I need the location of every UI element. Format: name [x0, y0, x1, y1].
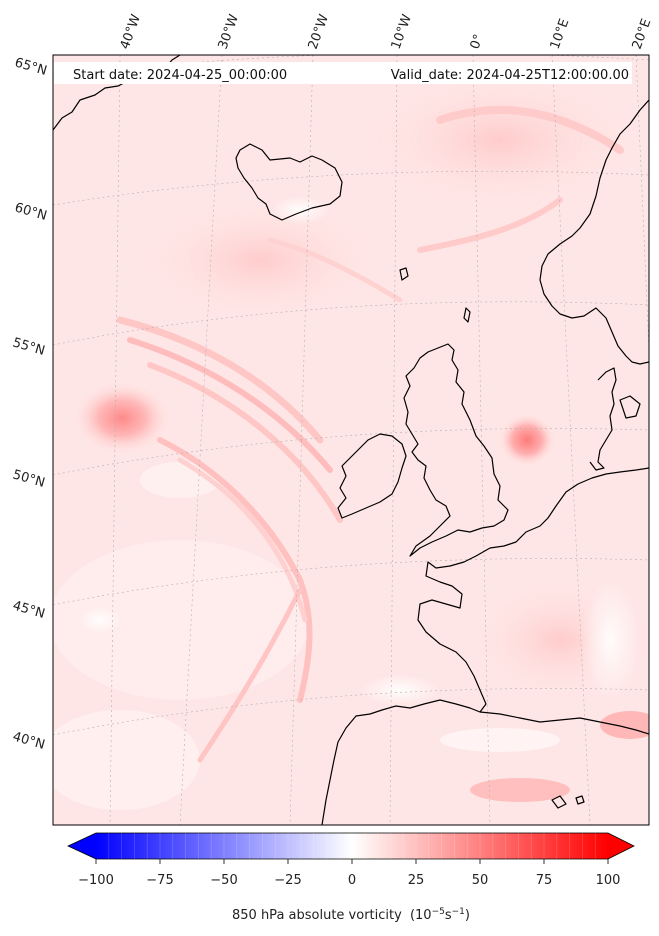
- colorbar-tick-label: 100: [596, 873, 621, 888]
- lon-label: 10°E: [548, 17, 573, 52]
- colorbar-tick-label: 25: [408, 873, 425, 888]
- lon-label: 20°W: [306, 12, 332, 51]
- vorticity-bands: [116, 106, 624, 763]
- header-strip: [54, 62, 632, 84]
- vorticity-texture: [53, 70, 649, 810]
- coast-iceland: [235, 143, 343, 221]
- colorbar-ticks: −100 −75 −50 −25 0 25 50 75 100: [78, 833, 620, 888]
- colorbar-label-exp2: −1: [452, 907, 465, 917]
- colorbar-label-exp1: −5: [432, 907, 445, 917]
- lon-label: 0°: [468, 32, 487, 51]
- coast-great-britain: [403, 343, 509, 557]
- vortex-north-sea-low: [499, 414, 555, 466]
- start-date-label: Start date: 2024-04-25_00:00:00: [73, 68, 287, 83]
- colorbar: −100 −75 −50 −25 0 25 50 75 100 850 hPa absolute…: [67, 832, 635, 923]
- lat-label: 45°N: [11, 598, 47, 621]
- coast-ireland: [337, 433, 407, 519]
- longitude-labels: 40°W 30°W 20°W 10°W 0° 10°E 20°E: [118, 12, 655, 51]
- coast-denmark: [589, 367, 617, 471]
- colorbar-min-extension: [68, 833, 96, 859]
- coast-shetland: [463, 307, 471, 323]
- colorbar-label-mid: s: [445, 908, 452, 923]
- colorbar-tick-label: 75: [536, 873, 553, 888]
- lat-label: 65°N: [13, 55, 49, 78]
- map-panel: [53, 55, 649, 825]
- map-frame: [52, 54, 650, 826]
- graticule: [53, 55, 649, 825]
- colorbar-gradient: [96, 833, 608, 859]
- colorbar-label-units: (10: [410, 908, 432, 923]
- colorbar-tick-label: −25: [274, 873, 301, 888]
- lon-label: 20°E: [630, 17, 655, 52]
- lat-label: 60°N: [13, 200, 49, 223]
- colorbar-tick-label: −75: [146, 873, 173, 888]
- coast-norway: [539, 99, 649, 365]
- colorbar-max-extension: [608, 833, 634, 859]
- colorbar-tick-label: 0: [348, 873, 356, 888]
- lon-label: 10°W: [389, 12, 415, 51]
- lat-label: 40°N: [11, 729, 47, 752]
- lat-label: 50°N: [11, 467, 47, 490]
- latitude-labels: 65°N 60°N 55°N 50°N 45°N 40°N: [11, 55, 49, 752]
- lon-label: 30°W: [216, 12, 242, 51]
- valid-date-label: Valid_date: 2024-04-25T12:00:00.00: [391, 68, 629, 83]
- coast-faroes: [399, 267, 409, 281]
- coast-continent: [321, 467, 649, 825]
- colorbar-tick-label: −50: [210, 873, 237, 888]
- colorbar-label-close: ): [465, 908, 470, 923]
- lon-label: 40°W: [118, 12, 144, 51]
- colorbar-label-text: 850 hPa absolute vorticity: [232, 908, 402, 923]
- colorbar-tick-label: −100: [78, 873, 114, 888]
- colorbar-tick-label: 50: [472, 873, 489, 888]
- lat-label: 55°N: [11, 335, 47, 358]
- colorbar-label: 850 hPa absolute vorticity (10−5s−1): [232, 907, 470, 923]
- coast-iberia-east: [479, 711, 649, 735]
- vortex-atlantic-low: [74, 382, 170, 454]
